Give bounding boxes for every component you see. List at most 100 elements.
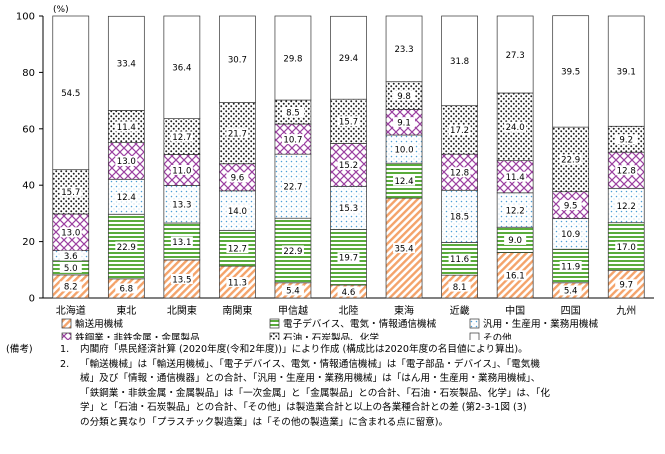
legend-label: その他 — [483, 332, 512, 340]
bar-segment — [496, 92, 534, 162]
data-label: 35.4 — [394, 244, 413, 254]
x-tick-label: 中国 — [505, 304, 525, 317]
y-tick-label: 20 — [22, 237, 35, 248]
data-label: 27.3 — [506, 51, 525, 61]
data-label-bg — [281, 285, 304, 296]
data-label-bg — [393, 117, 416, 128]
data-label: 13.5 — [172, 275, 191, 285]
x-tick-label: 北関東 — [167, 304, 197, 317]
data-label: 13.3 — [172, 201, 191, 211]
note-text: 「輸送機械」は「輸送用機械」、「電子デバイス、電気・情報通信機械」は「電子部品・… — [80, 358, 540, 370]
data-label-bg — [115, 121, 138, 132]
data-label: 36.4 — [172, 64, 191, 74]
data-label-bg — [281, 53, 304, 64]
data-label: 11.4 — [506, 173, 525, 183]
legend-swatch — [269, 332, 280, 343]
data-label-bg — [615, 165, 638, 176]
data-label-bg — [170, 199, 193, 210]
note-text: 「鉄鋼業・非鉄金属・金属製品」は「一次金属」と「金属製品」との合計、「石油・石炭… — [80, 387, 550, 399]
data-label-bg — [559, 285, 582, 296]
x-tick-label: 甲信越 — [278, 304, 308, 317]
data-label: 10.9 — [561, 230, 580, 240]
data-label-bg — [170, 131, 193, 142]
bar-segment — [385, 134, 423, 164]
data-label: 9.0 — [508, 236, 522, 246]
data-label-bg — [504, 171, 527, 182]
data-label: 29.8 — [283, 54, 302, 64]
data-label: 4.6 — [342, 288, 356, 298]
data-label-bg — [448, 124, 471, 135]
data-label-bg — [281, 245, 304, 256]
data-label-bg — [559, 154, 582, 165]
data-label-bg — [226, 205, 249, 216]
data-label: 13.0 — [117, 157, 136, 167]
data-label-bg — [448, 253, 471, 264]
data-label-bg — [226, 128, 249, 139]
y-tick-label: 80 — [22, 68, 35, 79]
y-tick-label: 0 — [29, 294, 35, 305]
x-tick-label: 東海 — [394, 304, 414, 317]
data-label: 9.2 — [619, 136, 633, 146]
data-label: 6.8 — [119, 285, 133, 295]
data-label: 10.7 — [283, 135, 302, 145]
data-label-bg — [170, 236, 193, 247]
data-label-bg — [170, 62, 193, 73]
data-label-bg — [226, 277, 249, 288]
data-label: 11.4 — [117, 123, 136, 133]
legend-label: 鉄鋼業・非鉄金属・金属製品 — [75, 332, 200, 340]
data-label: 10.0 — [394, 145, 413, 155]
data-label: 8.5 — [286, 108, 300, 118]
data-label-bg — [448, 281, 471, 292]
data-label: 5.4 — [286, 287, 300, 297]
note-line: 2. 「輸送機械」は「輸送用機械」、「電子デバイス、電気・情報通信機械」は「電子部… — [0, 358, 665, 373]
data-label-bg — [615, 200, 638, 211]
data-label-bg — [281, 107, 304, 118]
data-label-bg — [615, 241, 638, 252]
bar-segment — [552, 218, 590, 250]
data-label: 5.4 — [564, 287, 578, 297]
stacked-bar-chart: 0 20 40 60 80 100 (%) 北海道 東北 北関東 南関東 甲信越 北陸 東海 近畿 中国 四国 九… — [16, 5, 654, 344]
data-label-bg — [448, 55, 471, 66]
data-label-bg — [337, 202, 360, 213]
data-label: 15.3 — [339, 204, 358, 214]
data-label: 12.4 — [117, 193, 136, 203]
data-label: 22.7 — [283, 182, 302, 192]
data-label: 31.8 — [450, 57, 469, 67]
data-label: 12.7 — [228, 245, 247, 255]
data-label-bg — [226, 54, 249, 65]
data-label: 30.7 — [228, 56, 247, 66]
data-label-bg — [504, 205, 527, 216]
x-tick-label: 九州 — [616, 305, 636, 317]
y-unit-label: (%) — [53, 5, 69, 15]
data-label: 12.2 — [617, 202, 636, 212]
legend-label: 輸送用機械 — [75, 318, 123, 330]
data-label: 9.8 — [397, 92, 411, 102]
data-label-bg — [115, 241, 138, 252]
data-label-bg — [448, 167, 471, 178]
data-label-bg — [170, 273, 193, 284]
data-label: 11.0 — [172, 166, 191, 176]
legend-swatch — [269, 318, 280, 329]
chart-svg: 0 20 40 60 80 100 (%) 北海道 東北 北関東 南関東 甲信越 北陸 東海 近畿 中国 四国 九… — [16, 5, 654, 344]
data-label: 8.2 — [64, 283, 78, 293]
notes: (備考) 1. 内閣府「県民経済計算 (2020年度(令和2年度))」により作成 (… — [0, 343, 665, 431]
x-tick-label: 四国 — [561, 305, 581, 317]
data-label-bg — [559, 66, 582, 77]
data-label: 22.9 — [283, 247, 302, 257]
data-label: 9.6 — [231, 174, 245, 184]
data-label: 12.7 — [172, 133, 191, 143]
data-label-bg — [559, 260, 582, 271]
note-line: 1. 内閣府「県民経済計算 (2020年度(令和2年度))」により作成 (構成比は… — [0, 343, 665, 358]
data-label: 13.0 — [61, 229, 80, 239]
data-label-bg — [615, 134, 638, 145]
data-label: 22.9 — [117, 243, 136, 253]
data-label-bg — [337, 286, 360, 297]
data-label-bg — [393, 243, 416, 254]
data-label-bg — [170, 164, 193, 175]
data-label: 3.6 — [64, 252, 78, 262]
legend-label: 石油・石炭製品、化学 — [283, 332, 379, 340]
data-label-bg — [281, 134, 304, 145]
data-label: 33.4 — [117, 60, 136, 70]
x-tick-label: 南関東 — [222, 304, 252, 317]
data-label-bg — [59, 262, 82, 273]
